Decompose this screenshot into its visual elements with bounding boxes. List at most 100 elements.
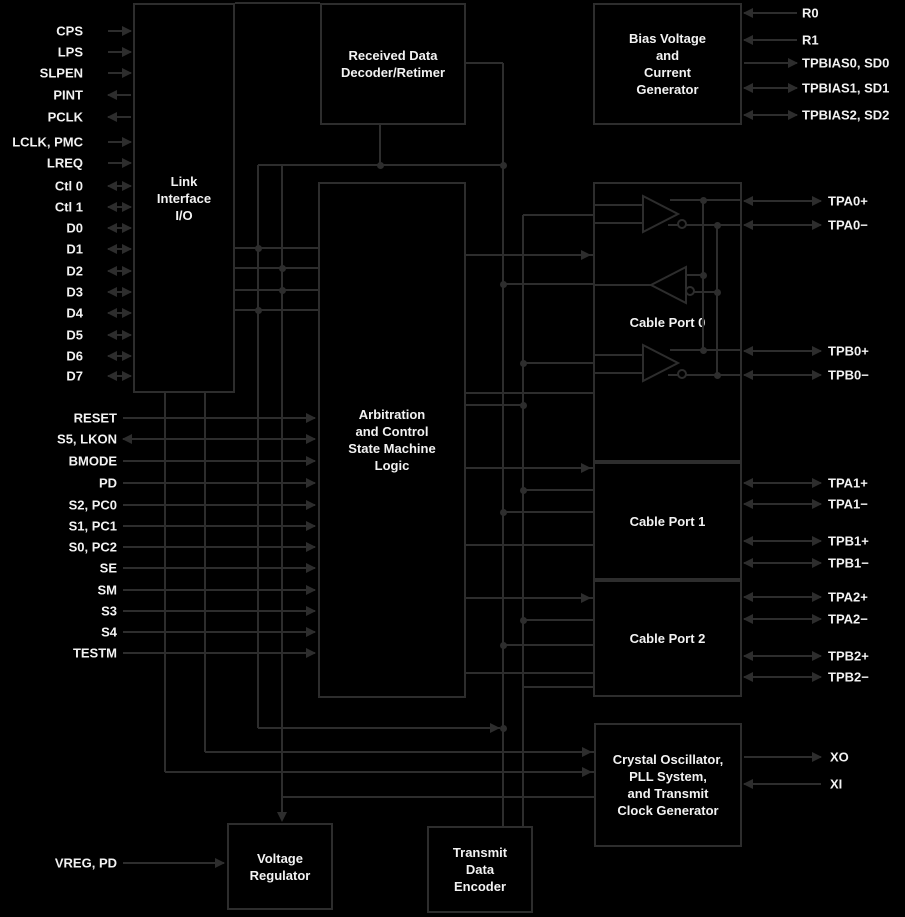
arrowhead-icon <box>743 478 753 488</box>
junction-dot <box>700 272 707 279</box>
pin-label-tpbias1-sd1: TPBIAS1, SD1 <box>802 80 890 96</box>
wire-segment <box>466 254 593 256</box>
wire-segment <box>466 597 593 599</box>
pin-label-pd: PD <box>98 475 117 491</box>
arrowhead-icon <box>306 563 316 573</box>
pin-label-r0: R0 <box>802 5 819 21</box>
junction-dot <box>377 162 384 169</box>
block-transmit-data-encoder: Transmit Data Encoder <box>427 826 533 913</box>
arrowhead-icon <box>743 196 753 206</box>
arrowhead-icon <box>107 202 117 212</box>
arrowhead-icon <box>306 434 316 444</box>
pin-wire-d6 <box>108 355 131 357</box>
pin-label-lreq: LREQ <box>46 155 83 171</box>
junction-dot <box>700 197 707 204</box>
arrowhead-icon <box>122 244 132 254</box>
circle-icon <box>677 369 687 379</box>
block-link-interface-io: Link Interface I/O <box>133 3 235 393</box>
arrowhead-icon <box>812 536 822 546</box>
arrowhead-icon <box>107 90 117 100</box>
pin-label-tpa2+: TPA2+ <box>828 589 868 605</box>
pin-wire-r0 <box>744 12 797 14</box>
pin-wire-tpa1+ <box>744 482 821 484</box>
arrowhead-icon <box>582 747 592 757</box>
pin-wire-xi <box>744 783 821 785</box>
wire-segment <box>258 727 500 729</box>
pin-wire-se <box>123 567 315 569</box>
arrowhead-icon <box>306 542 316 552</box>
arrowhead-icon <box>743 370 753 380</box>
pin-wire-ctl-0 <box>108 185 131 187</box>
arrowhead-icon <box>812 651 822 661</box>
wire-segment <box>523 619 593 621</box>
wire-segment <box>379 125 381 165</box>
arrowhead-icon <box>812 346 822 356</box>
pin-label-d5: D5 <box>66 327 83 343</box>
triangle-left-icon <box>648 265 687 305</box>
pin-label-d6: D6 <box>66 348 83 364</box>
wire-segment <box>668 224 678 226</box>
arrowhead-icon <box>812 220 822 230</box>
pin-wire-tpa1 <box>744 503 821 505</box>
block-cable-port-2: Cable Port 2 <box>593 580 742 697</box>
arrowhead-icon <box>812 558 822 568</box>
junction-dot <box>520 402 527 409</box>
pin-wire-d4 <box>108 312 131 314</box>
arrowhead-icon <box>215 858 225 868</box>
wire-segment <box>204 393 206 752</box>
arrowhead-icon <box>743 536 753 546</box>
arrowhead-icon <box>812 478 822 488</box>
pin-label-ctl-0: Ctl 0 <box>54 178 83 194</box>
arrowhead-icon <box>743 35 753 45</box>
arrowhead-icon <box>122 371 132 381</box>
arrowhead-icon <box>306 585 316 595</box>
pin-label-s5-lkon: S5, LKON <box>57 431 117 447</box>
junction-dot <box>520 360 527 367</box>
arrowhead-icon <box>107 266 117 276</box>
pin-wire-tpa2+ <box>744 596 821 598</box>
arrowhead-icon <box>743 558 753 568</box>
wire-segment <box>503 511 593 513</box>
pin-label-pclk: PCLK <box>47 109 83 125</box>
arrowhead-icon <box>812 752 822 762</box>
arrowhead-icon <box>306 500 316 510</box>
pin-wire-reset <box>123 417 315 419</box>
wire-segment <box>593 284 651 286</box>
pin-wire-d5 <box>108 334 131 336</box>
pin-wire-d3 <box>108 291 131 293</box>
pin-label-s0-pc2: S0, PC2 <box>68 539 117 555</box>
arrowhead-icon <box>306 521 316 531</box>
pin-wire-slpen <box>108 72 131 74</box>
arrowhead-icon <box>107 112 117 122</box>
arrowhead-icon <box>812 370 822 380</box>
arrowhead-icon <box>812 672 822 682</box>
junction-dot <box>500 162 507 169</box>
arrowhead-icon <box>743 499 753 509</box>
block-voltage-regulator: Voltage Regulator <box>227 823 333 910</box>
arrowhead-icon <box>812 592 822 602</box>
arrowhead-icon <box>812 196 822 206</box>
wire-segment <box>593 222 643 224</box>
junction-dot <box>500 281 507 288</box>
wire-segment <box>466 467 593 469</box>
arrowhead-icon <box>107 308 117 318</box>
pin-wire-s0-pc2 <box>123 546 315 548</box>
block-bias-voltage-current-generator: Bias Voltage and Current Generator <box>593 3 742 125</box>
block-cable-port-0: Cable Port 0 <box>593 182 742 462</box>
wire-segment <box>686 274 703 276</box>
arrowhead-icon <box>107 223 117 233</box>
pin-label-tpbias2-sd2: TPBIAS2, SD2 <box>802 107 890 123</box>
junction-dot <box>714 289 721 296</box>
pin-wire-r1 <box>744 39 797 41</box>
pin-wire-pint <box>108 94 131 96</box>
triangle-right-icon <box>642 194 681 234</box>
pin-label-tpa1+: TPA1+ <box>828 475 868 491</box>
wire-segment <box>522 215 524 826</box>
pin-label-tpb0+: TPB0+ <box>828 343 869 359</box>
junction-dot <box>255 307 262 314</box>
pin-label-tpb2: TPB2− <box>828 669 869 685</box>
circle-icon <box>685 286 695 296</box>
pin-wire-s2-pc0 <box>123 504 315 506</box>
